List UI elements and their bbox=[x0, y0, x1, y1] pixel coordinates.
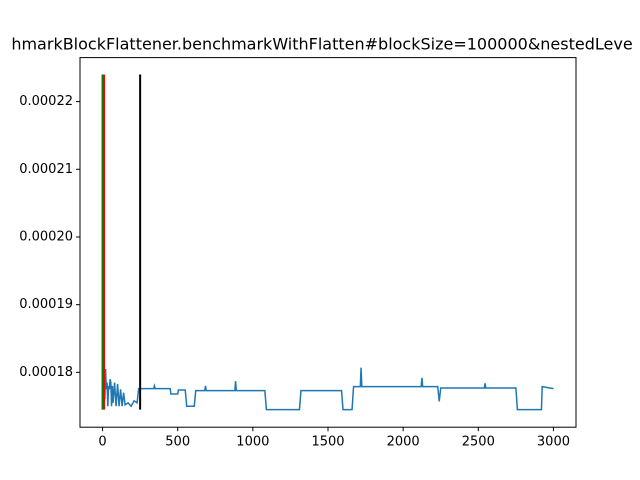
x-tick-label: 500 bbox=[165, 435, 190, 450]
plot-frame bbox=[79, 57, 577, 428]
data-line bbox=[101, 367, 554, 411]
y-tick-label: 0.00019 bbox=[19, 297, 73, 312]
x-tick-label: 0 bbox=[98, 435, 106, 450]
x-tick-label: 3000 bbox=[537, 435, 570, 450]
chart-title: hmarkBlockFlattener.benchmarkWithFlatten… bbox=[11, 35, 632, 54]
x-tick-label: 2500 bbox=[462, 435, 495, 450]
y-tick-label: 0.00018 bbox=[19, 365, 73, 380]
y-tick-label: 0.00020 bbox=[19, 229, 73, 244]
x-tick-label: 2000 bbox=[387, 435, 420, 450]
y-tick-label: 0.00021 bbox=[19, 162, 73, 177]
x-tick-label: 1500 bbox=[311, 435, 344, 450]
y-tick-label: 0.00022 bbox=[19, 94, 73, 109]
x-tick-label: 1000 bbox=[236, 435, 269, 450]
